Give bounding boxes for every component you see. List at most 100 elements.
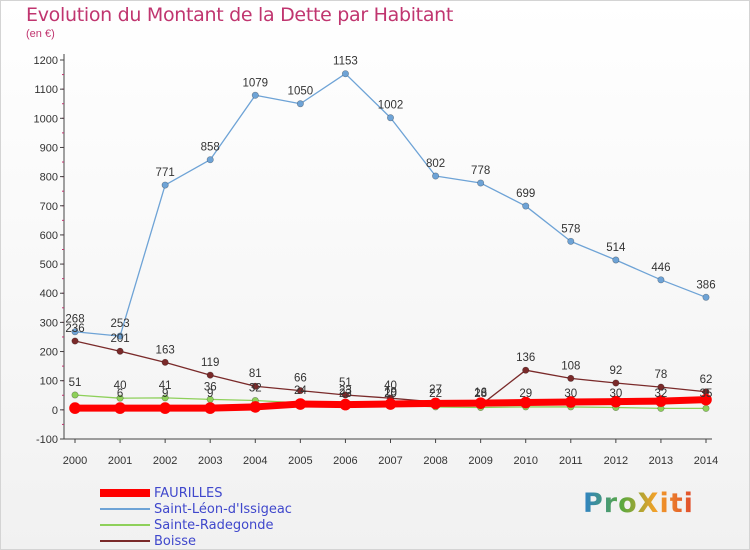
data-label-saint-leon-d-issigeac: 771 — [156, 167, 175, 179]
data-point-boisse — [251, 382, 259, 390]
data-label-sainte-radegonde: 36 — [204, 381, 217, 393]
data-label-faurilles: 28 — [474, 388, 487, 400]
y-tick-label: 1000 — [34, 113, 58, 125]
legend-item-boisse: Boisse — [100, 533, 292, 549]
x-tick-label: 2004 — [243, 455, 267, 467]
data-point-faurilles — [564, 396, 577, 408]
data-label-faurilles: 9 — [162, 388, 168, 400]
proxiti-logo: ProXiti — [583, 488, 694, 519]
data-point-saint-leon-d-issigeac — [522, 202, 530, 210]
x-tick-label: 2007 — [378, 455, 402, 467]
legend: FAURILLES Saint-Léon-d'Issigeac Sainte-R… — [100, 485, 292, 549]
data-label-faurilles: 23 — [339, 388, 352, 400]
y-tick-label: 600 — [40, 230, 58, 242]
data-label-faurilles: 20 — [384, 388, 397, 400]
y-tick-label: -100 — [36, 434, 58, 446]
data-point-boisse — [296, 387, 304, 395]
data-point-saint-leon-d-issigeac — [296, 100, 304, 108]
series-saint-leon-d-issigeac — [71, 70, 710, 340]
y-tick-label: 900 — [40, 142, 58, 154]
data-label-boisse: 27 — [429, 384, 442, 396]
data-point-boisse — [116, 347, 124, 355]
data-label-boisse: 163 — [156, 344, 175, 356]
legend-swatch-saint-leon — [100, 508, 150, 510]
y-tick-label: 0 — [52, 405, 58, 417]
legend-label-boisse: Boisse — [154, 533, 197, 549]
data-label-saint-leon-d-issigeac: 514 — [606, 242, 626, 254]
data-label-faurilles: 30 — [609, 388, 622, 400]
data-point-faurilles — [69, 402, 81, 414]
axes: -100 0 100 200 300 400 500 600 700 800 900 1000 1100… — [34, 54, 718, 467]
legend-label-saint-leon: Saint-Léon-d'Issigeac — [154, 501, 292, 517]
data-label-sainte-radegonde: 41 — [159, 380, 172, 392]
data-label-saint-leon-d-issigeac: 446 — [651, 262, 670, 274]
data-label-boisse: 119 — [201, 357, 219, 369]
data-point-faurilles — [700, 393, 712, 406]
data-point-boisse — [206, 371, 214, 379]
data-point-faurilles — [474, 397, 487, 409]
x-tick-label: 2002 — [153, 455, 177, 467]
data-point-saint-leon-d-issigeac — [161, 181, 169, 189]
data-label-boisse: 16 — [474, 387, 487, 399]
data-point-saint-leon-d-issigeac — [386, 114, 394, 122]
series-faurilles — [69, 393, 712, 414]
data-label-sainte-radegonde: 32 — [249, 383, 262, 395]
data-point-saint-leon-d-issigeac — [71, 328, 79, 336]
x-tick-label: 2006 — [333, 455, 357, 467]
chart-title: Evolution du Montant de la Dette par Hab… — [26, 4, 454, 26]
x-tick-label: 2005 — [288, 455, 312, 467]
data-point-faurilles — [519, 396, 532, 409]
data-point-faurilles — [339, 398, 352, 411]
data-label-saint-leon-d-issigeac: 386 — [696, 279, 715, 291]
data-label-boisse: 51 — [339, 377, 352, 389]
y-tick-label: 1200 — [34, 55, 58, 67]
data-label-boisse: 136 — [516, 352, 535, 364]
x-tick-label: 2009 — [468, 455, 492, 467]
data-point-saint-leon-d-issigeac — [477, 179, 485, 187]
data-label-boisse: 92 — [609, 365, 622, 377]
data-point-saint-leon-d-issigeac — [567, 237, 575, 245]
data-label-boisse: 78 — [655, 369, 668, 381]
data-label-sainte-radegonde: 23 — [339, 385, 352, 397]
data-point-sainte-radegonde — [116, 394, 124, 402]
data-point-saint-leon-d-issigeac — [116, 332, 124, 340]
x-tick-label: 2013 — [649, 455, 673, 467]
data-point-saint-leon-d-issigeac — [432, 172, 440, 180]
data-point-boisse — [522, 366, 530, 374]
legend-label-faurilles: FAURILLES — [154, 485, 223, 501]
data-point-faurilles — [294, 398, 307, 410]
data-label-boisse: 40 — [384, 380, 397, 392]
data-label-saint-leon-d-issigeac: 858 — [201, 142, 220, 154]
data-point-saint-leon-d-issigeac — [657, 276, 665, 284]
data-label-boisse: 236 — [65, 323, 84, 335]
data-label-sainte-radegonde: 24 — [294, 385, 307, 397]
x-tick-label: 2008 — [423, 455, 447, 467]
data-label-faurilles: 22 — [429, 388, 442, 400]
data-point-faurilles — [429, 397, 442, 410]
data-label-boisse: 62 — [700, 374, 713, 386]
x-tick-label: 2003 — [198, 455, 222, 467]
x-tick-label: 2011 — [559, 455, 583, 467]
y-tick-label: 300 — [40, 317, 58, 329]
y-tick-label: 700 — [40, 201, 58, 213]
data-label-faurilles: 32 — [655, 388, 668, 400]
data-label-saint-leon-d-issigeac: 1050 — [288, 86, 314, 98]
data-point-sainte-radegonde — [161, 394, 169, 402]
data-label-faurilles: 9 — [207, 388, 213, 400]
data-label-faurilles: 30 — [564, 388, 577, 400]
data-point-faurilles — [610, 395, 622, 408]
y-tick-label: 1100 — [34, 84, 58, 96]
series-line-saint-leon-d-issigeac — [74, 73, 707, 337]
y-tick-label: 800 — [40, 172, 58, 184]
data-label-saint-leon-d-issigeac: 802 — [426, 158, 445, 170]
data-point-boisse — [657, 383, 665, 391]
data-label-faurilles: 29 — [519, 388, 532, 400]
x-tick-label: 2012 — [604, 455, 628, 467]
legend-item-sainte-radegonde: Sainte-Radegonde — [100, 517, 292, 533]
legend-swatch-sainte-radegonde — [100, 524, 150, 526]
legend-swatch-boisse — [100, 540, 150, 542]
data-label-faurilles: 6 — [117, 388, 123, 400]
data-label-saint-leon-d-issigeac: 1079 — [242, 77, 268, 89]
data-label-saint-leon-d-issigeac: 253 — [110, 318, 129, 330]
